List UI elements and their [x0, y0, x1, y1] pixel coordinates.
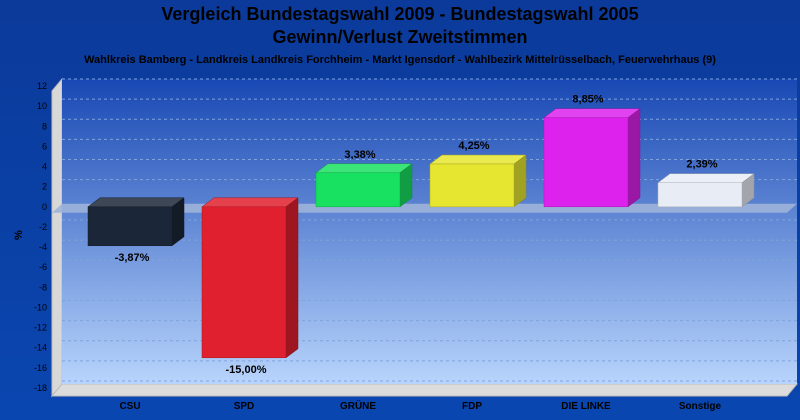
- y-tick-label: 8: [42, 121, 47, 131]
- bar-die-linke: [543, 108, 641, 208]
- bar-gr-ne: [315, 163, 413, 208]
- data-label: -15,00%: [226, 364, 267, 376]
- bar-top-face: [543, 108, 641, 118]
- bar-front-face: [315, 172, 401, 208]
- bar-top-face: [315, 163, 413, 174]
- y-tick-label: 4: [42, 162, 47, 172]
- bar-fdp: [429, 154, 527, 208]
- chart-title-2: Gewinn/Verlust Zweitstimmen: [272, 27, 528, 47]
- chart-subtitle: Wahlkreis Bamberg - Landkreis Landkreis …: [84, 54, 716, 66]
- bar-side-face: [513, 154, 527, 208]
- data-label: -3,87%: [115, 252, 150, 264]
- y-tick-label: 12: [37, 81, 47, 91]
- y-tick-label: 2: [42, 182, 47, 192]
- bar-top-face: [201, 197, 299, 208]
- y-tick-label: 6: [42, 141, 47, 151]
- bar-front-face: [429, 163, 515, 208]
- y-tick-label: -6: [39, 262, 47, 272]
- y-tick-label: -4: [39, 242, 47, 252]
- y-tick-label: -18: [34, 383, 47, 393]
- bar-side-face: [285, 197, 299, 359]
- data-label: 3,38%: [344, 149, 375, 161]
- y-tick-label: 0: [42, 202, 47, 212]
- x-tick-label: SPD: [234, 401, 255, 412]
- x-tick-label: CSU: [119, 401, 140, 412]
- bar-side-face: [627, 108, 641, 208]
- y-tick-label: -2: [39, 222, 47, 232]
- chart-title: Vergleich Bundestagswahl 2009 - Bundesta…: [161, 4, 639, 24]
- data-label: 2,39%: [686, 159, 717, 171]
- x-tick-label: Sonstige: [679, 401, 722, 412]
- bar-top-face: [657, 173, 755, 183]
- plot-left-wall: [51, 77, 63, 398]
- y-axis-label: %: [13, 230, 25, 240]
- data-label: 8,85%: [572, 94, 603, 106]
- plot-floor: [50, 383, 799, 397]
- bar-top-face: [87, 197, 185, 208]
- bar-csu: [87, 197, 185, 247]
- y-tick-label: -16: [34, 363, 47, 373]
- bar-front-face: [87, 206, 173, 247]
- x-tick-label: FDP: [462, 401, 482, 412]
- y-tick-label: -14: [34, 343, 47, 353]
- y-tick-label: -8: [39, 282, 47, 292]
- y-tick-label: 10: [37, 101, 47, 111]
- bar-front-face: [201, 206, 287, 359]
- x-tick-label: DIE LINKE: [561, 401, 611, 412]
- plot-background: [62, 79, 797, 384]
- data-label: 4,25%: [458, 140, 489, 152]
- bar-front-face: [543, 117, 629, 208]
- bar-front-face: [657, 182, 743, 208]
- bar-spd: [201, 197, 299, 359]
- x-tick-label: GRÜNE: [340, 399, 376, 412]
- bar-top-face: [429, 154, 527, 165]
- y-tick-label: -12: [34, 323, 47, 333]
- bar-sonstige: [657, 173, 755, 208]
- y-tick-label: -10: [34, 302, 47, 312]
